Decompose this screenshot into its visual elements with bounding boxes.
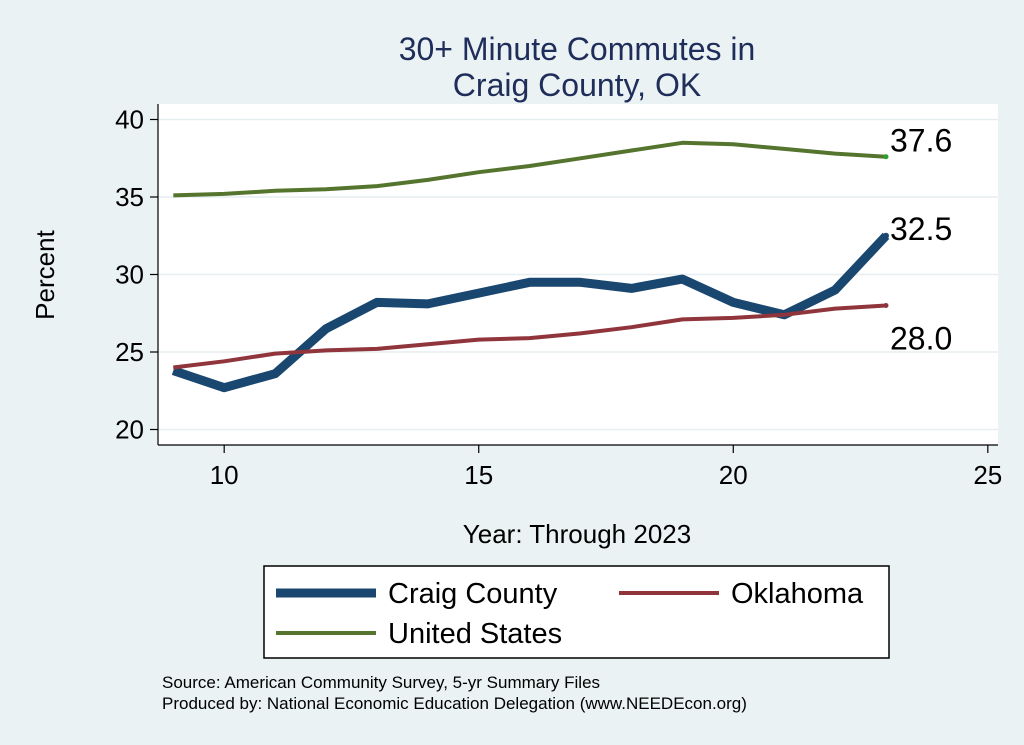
series-lines: [171, 140, 890, 393]
x-tick-label-20: 20: [719, 460, 748, 490]
series-line-craig-county: [171, 232, 890, 393]
series-endpoint-oklahoma: [883, 303, 889, 308]
series-endpoint-craig-county: [883, 232, 889, 239]
y-axis-label: Percent: [30, 229, 60, 319]
y-tick-label-40: 40: [115, 105, 144, 135]
legend-box: [263, 565, 890, 659]
y-tick-label-25: 25: [115, 337, 144, 367]
series-line-oklahoma: [173, 303, 887, 370]
legend-label-oklahoma: Oklahoma: [731, 578, 864, 610]
produced-by-note: Produced by: National Economic Education…: [162, 694, 747, 713]
legend-label-united-states: United States: [388, 618, 562, 650]
source-note: Source: American Community Survey, 5-yr …: [162, 673, 600, 692]
legend-label-craig-county: Craig County: [388, 578, 558, 610]
chart-title-line-2: Craig County, OK: [453, 67, 701, 103]
y-tick-label-30: 30: [115, 260, 144, 290]
series-line-united-states: [173, 140, 887, 198]
end-labels: 32.5 28.0 37.6: [890, 123, 952, 357]
end-label-united-states: 37.6: [890, 123, 952, 159]
end-label-oklahoma: 28.0: [890, 321, 952, 357]
chart-title-line-1: 30+ Minute Commutes in: [399, 31, 756, 67]
end-label-craig-county: 32.5: [890, 211, 952, 247]
x-axis-label: Year: Through 2023: [463, 519, 691, 549]
legend: Craig County Oklahoma United States: [263, 565, 890, 659]
series-endpoint-united-states: [883, 154, 889, 160]
x-tick-label-25: 25: [973, 460, 1002, 490]
y-tick-label-20: 20: [115, 415, 144, 445]
y-tick-label-35: 35: [115, 182, 144, 212]
axes: 20 25 30 35 40 10 15 20 25: [115, 104, 1002, 490]
x-tick-label-15: 15: [464, 460, 493, 490]
x-tick-label-10: 10: [210, 460, 239, 490]
